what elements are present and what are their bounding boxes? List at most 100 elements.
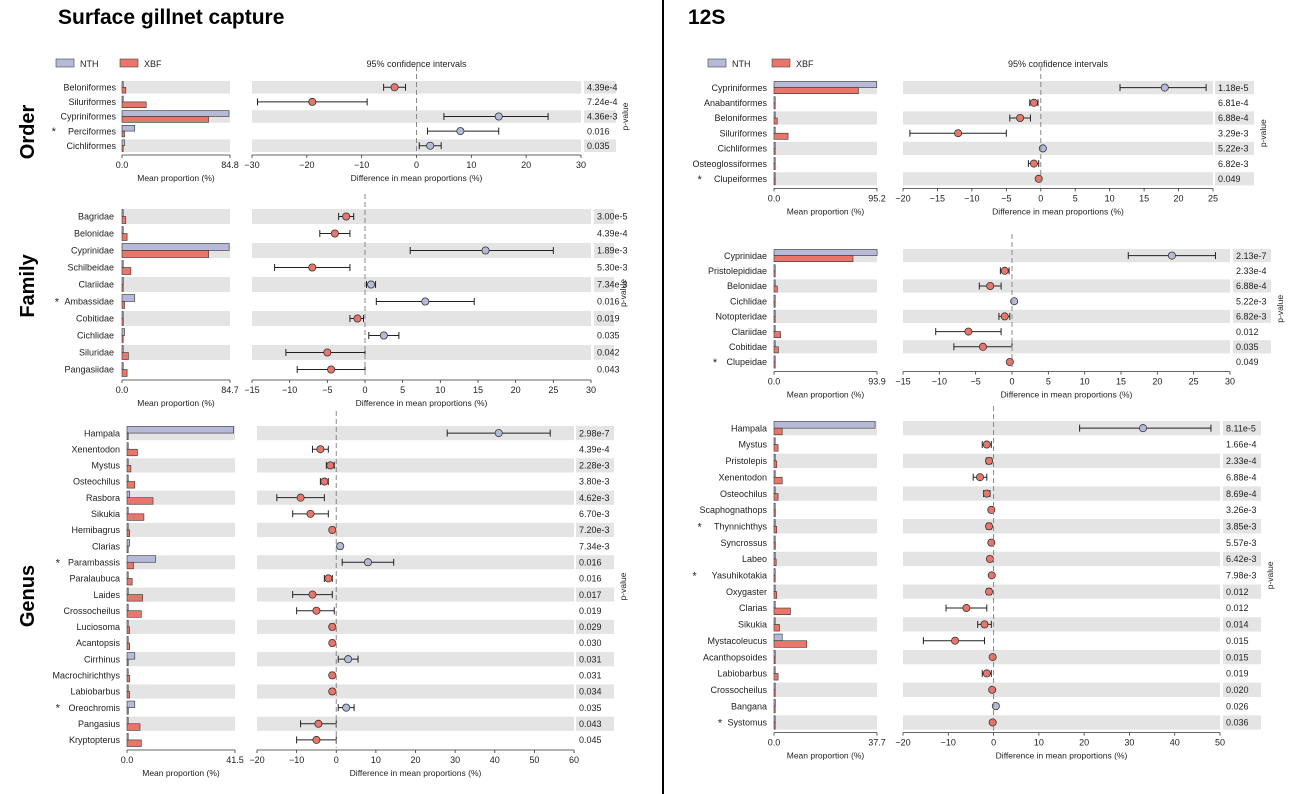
bar-xbf [126, 675, 130, 683]
bar-nth [773, 279, 776, 287]
p-value-label: 0.016 [597, 297, 620, 307]
diff-tick-label: 50 [529, 755, 539, 765]
row-stripe-pvalue [1215, 172, 1254, 186]
diff-point [988, 685, 997, 694]
bar-nth [773, 421, 876, 429]
diff-point [328, 525, 337, 534]
data-row: Cirrhinus 0.031 [84, 652, 614, 667]
diff-tick-label: −10 [282, 385, 297, 395]
legend: NTH XBF [707, 58, 814, 69]
diff-point [296, 493, 305, 502]
bar-xbf [126, 626, 130, 634]
row-stripe-mean [774, 715, 877, 730]
data-row: Osteochilus 8.69e-4 [720, 486, 1261, 501]
row-stripe-pvalue [1223, 551, 1261, 567]
diff-point [964, 327, 973, 336]
diff-point [308, 263, 317, 272]
taxon-label: Cyprinidae [71, 246, 114, 256]
p-value-label: 7.24e-4 [587, 97, 618, 107]
p-value-label: 2.98e-7 [579, 428, 610, 438]
bar-nth [773, 682, 776, 691]
p-value-label: 8.11e-5 [1226, 423, 1256, 433]
data-row: Cyprinidae 1.89e-3 [71, 243, 628, 258]
bar-xbf [121, 369, 128, 377]
diff-point [982, 489, 991, 498]
taxon-label: Beloniformes [714, 113, 767, 123]
p-value-label: 0.049 [1236, 357, 1259, 367]
p-value-axis-title: p-value [620, 102, 630, 130]
taxon-label: Parambassis [68, 557, 121, 567]
taxon-label: Belonidae [727, 281, 767, 291]
taxon-label: Macrochirichthys [52, 671, 120, 681]
bar-nth [121, 277, 124, 285]
row-label-genus: Genus [17, 565, 39, 627]
row-stripe-pvalue [1233, 309, 1271, 323]
diff-point [421, 297, 430, 306]
row-stripe-mean [127, 522, 235, 538]
taxon-label: Siluriformes [719, 128, 767, 138]
p-value-label: 4.39e-4 [597, 229, 628, 239]
mean-tick-label: 0.0 [121, 755, 134, 765]
bar-xbf [121, 233, 128, 241]
taxon-label: Ambassidae [64, 297, 114, 307]
legend-swatch-xbf [119, 58, 139, 68]
p-value-label: 0.014 [1226, 620, 1249, 630]
diff-tick-label: −10 [354, 160, 369, 170]
diff-tick-label: 10 [1034, 738, 1044, 748]
data-row: Belonidae 4.39e-4 [74, 226, 628, 241]
bar-nth [121, 209, 124, 217]
diff-point [982, 440, 991, 449]
bar-xbf [121, 301, 125, 309]
diff-tick-label: −10 [964, 193, 979, 203]
diff-point [982, 669, 991, 678]
bar-xbf [773, 316, 776, 323]
panel-12s-genus: Hampala 8.11e-5 Mystus 1.66e-4 Pristolepis 2.… [692, 406, 1275, 761]
legend: NTH XBF [55, 58, 162, 69]
mean-axis: 0.0 84.8 Mean proportion (%) [116, 154, 239, 183]
panel-gillnet-family: Bagridae 3.00e-5 Belonidae 4.39e-4 Cyprinida… [55, 194, 628, 408]
p-value-axis-title: p-value [618, 279, 628, 307]
data-row: Yasuhikotakia * 7.98e-3 [692, 568, 1257, 582]
legend-label-xbf: XBF [144, 59, 162, 69]
p-value-label: 2.33e-4 [1226, 456, 1257, 466]
p-value-axis-title: p-value [1258, 119, 1268, 147]
bar-nth [121, 226, 124, 234]
diff-tick-label: 0 [1009, 377, 1014, 387]
row-stripe-mean [122, 345, 230, 360]
bar-xbf [773, 624, 780, 632]
p-value-label: 6.88e-4 [1226, 472, 1257, 482]
diff-tick-label: 20 [1152, 377, 1162, 387]
bar-nth [773, 81, 878, 88]
p-value-label: 3.29e-3 [1218, 128, 1249, 138]
diff-tick-label: 30 [1225, 377, 1235, 387]
mean-tick-label: 0.0 [768, 193, 781, 203]
p-value-label: 0.019 [597, 314, 620, 324]
data-row: Oxygaster 0.012 [726, 584, 1261, 599]
taxon-label: Bangana [731, 701, 767, 711]
bar-xbf [126, 529, 130, 537]
row-stripe-mean [127, 716, 235, 731]
bar-nth [126, 587, 129, 595]
diff-point [328, 622, 337, 631]
bar-nth [126, 603, 129, 612]
taxon-label: Cichliformes [717, 144, 767, 154]
diff-tick-label: 10 [371, 755, 381, 765]
diff-tick-label: 5 [1046, 377, 1051, 387]
diff-tick-label: 0 [991, 738, 996, 748]
bar-nth [121, 294, 136, 302]
p-value-label: 0.031 [579, 654, 602, 664]
row-stripe-diff [903, 649, 1220, 665]
data-row: Cypriniformes 4.36e-3 [60, 110, 618, 123]
data-row: Hampala 2.98e-7 [84, 426, 614, 441]
data-row: Crossocheilus 0.020 [710, 682, 1261, 697]
bar-xbf [773, 558, 777, 566]
bar-xbf [773, 255, 854, 263]
data-row: Mystus 1.66e-4 [738, 437, 1257, 452]
row-stripe-mean [122, 209, 230, 224]
bar-xbf [126, 545, 129, 553]
p-value-label: 0.043 [579, 719, 602, 729]
significance-star: * [56, 703, 61, 715]
row-stripe-pvalue [594, 345, 614, 360]
diff-tick-label: 0 [1038, 193, 1043, 203]
